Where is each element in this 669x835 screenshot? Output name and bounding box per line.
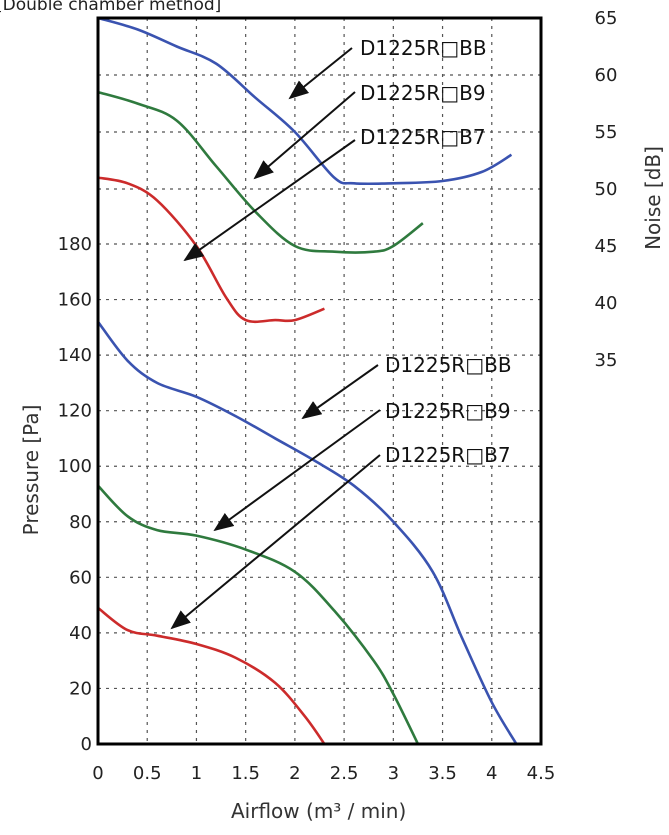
y-tick-label-6: 120: [58, 401, 92, 422]
arrow-noise-b7: [183, 139, 356, 262]
pressure-line-bb: [96, 320, 518, 745]
y2-tick-label-3: 50: [595, 179, 618, 200]
y-tick-label-4: 80: [69, 512, 92, 533]
label-pressure-b7: D1225R□B7: [385, 443, 511, 467]
arrow-pressure-b7: [170, 454, 381, 630]
series-layer: [96, 16, 518, 745]
x-axis-title: Airflow (m³ / min): [231, 799, 406, 823]
arrow-pressure-bb: [301, 364, 379, 420]
x-tick-label-5: 2.5: [330, 763, 359, 784]
grid: [98, 18, 541, 744]
x-tick-label-1: 0.5: [133, 763, 162, 784]
pressure-line-b9: [97, 484, 420, 745]
noise-line-bb: [97, 16, 513, 186]
y2-tick-label-5: 60: [595, 65, 618, 86]
callout-arrows: [170, 47, 381, 630]
x-tick-label-6: 3: [388, 763, 399, 784]
x-tick-label-9: 4.5: [527, 763, 556, 784]
x-tick-label-2: 1: [191, 763, 202, 784]
noise-line-b7: [97, 176, 325, 324]
y-tick-label-8: 160: [58, 290, 92, 311]
y-tick-label-5: 100: [58, 456, 92, 477]
label-noise-bb: D1225R□BB: [360, 36, 487, 60]
label-pressure-b9: D1225R□B9: [385, 399, 511, 423]
arrow-noise-b9: [253, 91, 356, 180]
y2-tick-label-6: 65: [595, 8, 618, 29]
label-noise-b7: D1225R□B7: [360, 125, 486, 149]
y-tick-label-9: 180: [58, 234, 92, 255]
plot-frame: [96, 16, 543, 746]
y-tick-label-0: 0: [81, 734, 92, 755]
y2-tick-label-1: 40: [595, 293, 618, 314]
tick-labels: 0 0.5 1 1.5 2 2.5 3 3.5 4 4.5 0 20 40 60 80 100 120 140 16…: [58, 8, 618, 784]
x-tick-label-3: 1.5: [231, 763, 260, 784]
y2-tick-label-4: 55: [595, 122, 618, 143]
x-tick-label-7: 3.5: [428, 763, 457, 784]
y-tick-label-3: 60: [69, 567, 92, 588]
chart-subtitle: [Double chamber method]: [0, 0, 221, 15]
y-tick-label-2: 40: [69, 623, 92, 644]
x-axis-title-text: Airflow (m³ / min): [231, 799, 406, 823]
x-tick-label-0: 0: [92, 763, 103, 784]
y-tick-label-1: 20: [69, 678, 92, 699]
arrow-pressure-b9: [213, 409, 381, 532]
pressure-line-b7: [97, 606, 326, 745]
y2-axis-title: Noise [dB]: [641, 146, 665, 250]
noise-line-b9: [97, 90, 424, 254]
y2-tick-label-2: 45: [595, 236, 618, 257]
y2-tick-label-0: 35: [595, 350, 618, 371]
label-pressure-bb: D1225R□BB: [385, 353, 512, 377]
arrow-noise-bb: [288, 47, 353, 100]
series-labels: D1225R□BB D1225R□B9 D1225R□B7 D1225R□BB …: [360, 36, 512, 467]
x-tick-label-4: 2: [289, 763, 300, 784]
label-noise-b9: D1225R□B9: [360, 81, 486, 105]
x-tick-label-8: 4: [486, 763, 497, 784]
y-axis-title: Pressure [Pa]: [19, 405, 43, 536]
y-tick-label-7: 140: [58, 345, 92, 366]
